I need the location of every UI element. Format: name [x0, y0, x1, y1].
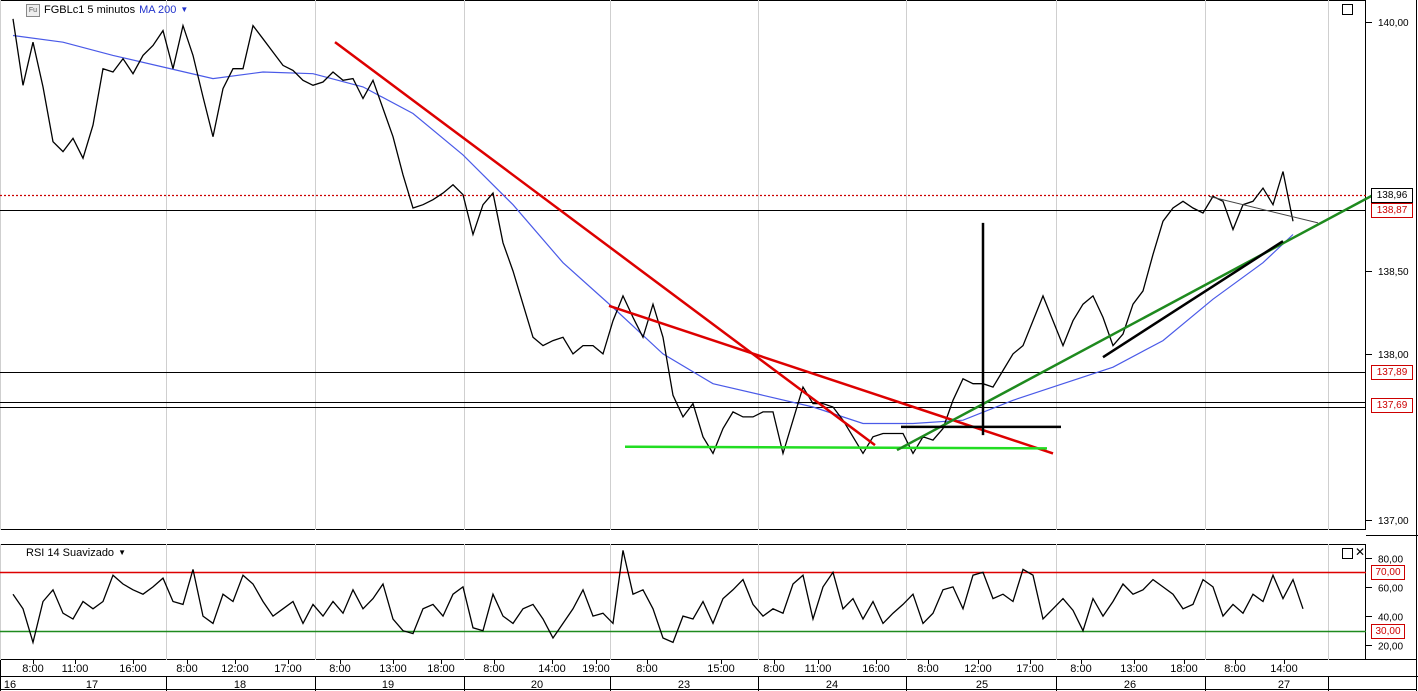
- time-axis-label: 11:00: [805, 663, 832, 675]
- day-axis-label: 17: [86, 679, 98, 691]
- symbol-label[interactable]: FGBLc1 5 minutos: [44, 4, 136, 16]
- ma-dropdown-icon[interactable]: ▼: [180, 5, 189, 14]
- day-axis-label: 25: [976, 679, 988, 691]
- rsi-dropdown-icon[interactable]: ▼: [118, 548, 126, 557]
- time-axis-label: 19:00: [582, 663, 610, 675]
- drawn-trendline: [608, 304, 1054, 455]
- price-axis-label: 138,00: [1378, 350, 1409, 361]
- drawn-trendline: [334, 41, 876, 447]
- symbol-icon[interactable]: Fu: [26, 3, 40, 17]
- time-axis-label: 14:00: [538, 663, 566, 675]
- time-axis-label: 15:00: [707, 663, 735, 675]
- time-axis-label: 8:00: [176, 663, 197, 675]
- time-axis-label: 18:00: [427, 663, 455, 675]
- day-axis-label: 20: [531, 679, 543, 691]
- time-axis-label: 17:00: [274, 663, 302, 675]
- main-panel-frame: [0, 0, 1366, 530]
- rsi-axis-label: 20,00: [1378, 642, 1403, 653]
- rsi-axis-label: 60,00: [1378, 584, 1403, 595]
- price-tag: 137,69: [1371, 397, 1413, 413]
- maximize-rsi-panel-icon[interactable]: [1342, 548, 1353, 559]
- close-rsi-panel-icon[interactable]: ✕: [1355, 545, 1366, 559]
- time-axis-label: 8:00: [763, 663, 784, 675]
- drawn-trendline: [896, 188, 1384, 452]
- rsi-level-tag: 30,00: [1371, 623, 1405, 639]
- rsi-label[interactable]: RSI 14 Suavizado: [26, 547, 115, 559]
- day-axis-label: 19: [382, 679, 394, 691]
- time-axis-label: 16:00: [862, 663, 890, 675]
- day-axis-label: 18: [234, 679, 246, 691]
- time-axis-label: 8:00: [636, 663, 657, 675]
- drawn-trendline: [1208, 195, 1319, 224]
- time-axis-label: 8:00: [329, 663, 350, 675]
- ma-label[interactable]: MA 200: [139, 4, 177, 16]
- time-axis-label: 14:00: [1270, 663, 1298, 675]
- day-axis-label: 26: [1124, 679, 1136, 691]
- price-axis-label-hidden: 138,50: [1378, 267, 1409, 278]
- time-axis-label: 8:00: [1224, 663, 1245, 675]
- rsi-axis-label: 40,00: [1378, 613, 1403, 624]
- day-axis-label: 16: [4, 679, 16, 691]
- time-axis-label: 13:00: [1120, 663, 1148, 675]
- price-line: [12, 18, 1294, 456]
- time-axis-label: 12:00: [964, 663, 992, 675]
- rsi-level-tag: 70,00: [1371, 564, 1405, 580]
- time-axis-label: 13:00: [379, 663, 407, 675]
- price-tag: 138,96: [1371, 187, 1413, 203]
- time-axis-label: 8:00: [22, 663, 43, 675]
- main-legend: Fu FGBLc1 5 minutos MA 200 ▼: [26, 3, 188, 17]
- price-axis-label: 140,00: [1378, 18, 1409, 29]
- maximize-main-panel-icon[interactable]: [1342, 4, 1353, 15]
- time-axis-label: 17:00: [1016, 663, 1044, 675]
- time-axis-frame: [0, 659, 1417, 690]
- price-tag: 138,87: [1371, 202, 1413, 218]
- rsi-panel-frame: [0, 544, 1366, 660]
- price-axis-label: 137,00: [1378, 516, 1409, 527]
- rsi-line: [12, 550, 1304, 645]
- time-axis-label: 12:00: [221, 663, 249, 675]
- rsi-axis-label: 80,00: [1378, 555, 1403, 566]
- day-axis-label: 27: [1278, 679, 1290, 691]
- time-axis-label: 8:00: [1070, 663, 1091, 675]
- time-axis-label: 11:00: [62, 663, 89, 675]
- drawn-trendline: [1102, 240, 1284, 359]
- time-axis-label: 16:00: [119, 663, 147, 675]
- day-axis-label: 24: [826, 679, 838, 691]
- time-axis-label: 8:00: [483, 663, 504, 675]
- price-tag: 137,89: [1371, 364, 1413, 380]
- rsi-legend: RSI 14 Suavizado ▼: [26, 546, 126, 560]
- day-axis-label: 23: [678, 679, 690, 691]
- drawn-trendline: [624, 445, 1048, 450]
- time-axis-label: 8:00: [917, 663, 938, 675]
- time-axis-label: 18:00: [1170, 663, 1198, 675]
